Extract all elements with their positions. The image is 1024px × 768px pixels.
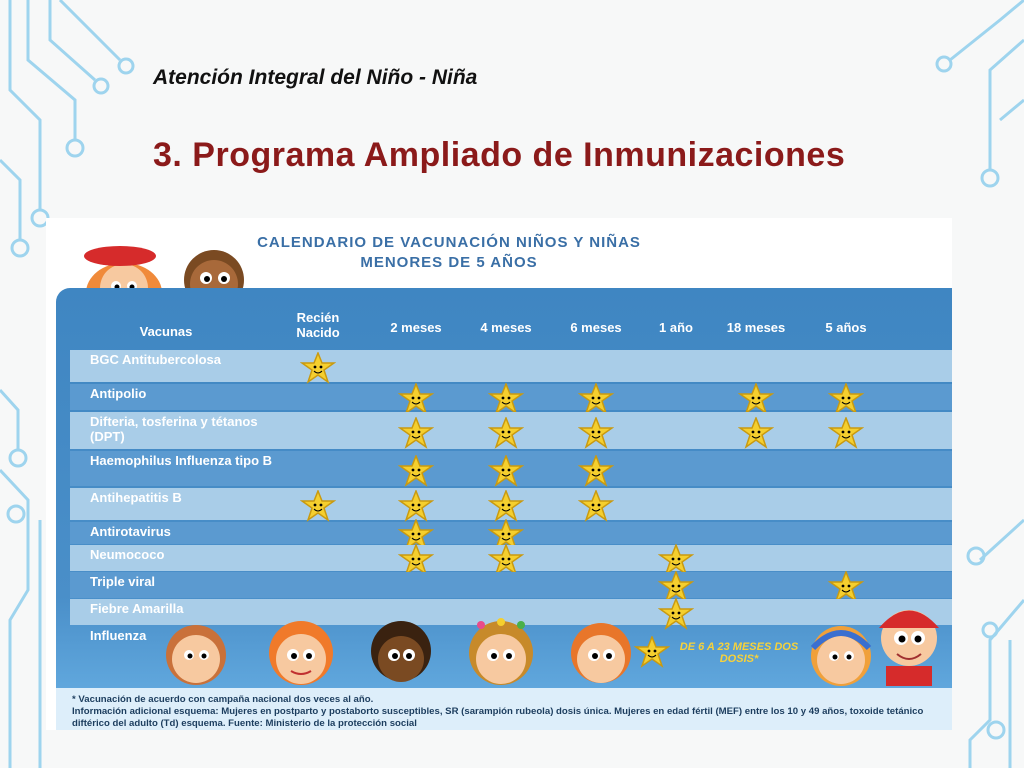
vaccine-name: Difteria, tosferina y tétanos (DPT) — [90, 414, 258, 444]
column-header: 4 meses — [480, 320, 532, 335]
vaccine-name: Triple viral — [90, 574, 156, 589]
vaccine-name: Antihepatitis B — [90, 490, 182, 505]
dose-star-icon — [398, 416, 434, 449]
calendar-title-line2: MENORES DE 5 AÑOS — [360, 254, 538, 271]
vaccination-calendar: CALENDARIO DE VACUNACIÓN NIÑOS Y NIÑAS M… — [46, 218, 952, 730]
vaccine-row: Antipolio — [70, 383, 952, 415]
vaccine-name: Haemophilus Influenza tipo B — [90, 453, 273, 468]
vaccine-row: Neumococo — [70, 544, 952, 576]
vaccine-name: Antirotavirus — [90, 524, 171, 539]
header-vacunas: Vacunas — [139, 324, 193, 339]
dose-star-icon — [658, 544, 694, 576]
dose-star-icon — [398, 544, 434, 576]
vaccine-name: Fiebre Amarilla — [90, 601, 184, 616]
footnotes: * Vacunación de acuerdo con campaña naci… — [72, 694, 942, 730]
vaccine-name: Neumococo — [90, 547, 165, 562]
calendar-title-line1: CALENDARIO DE VACUNACIÓN NIÑOS Y NIÑAS — [257, 234, 641, 251]
footnote-1: * Vacunación de acuerdo con campaña naci… — [72, 694, 374, 705]
kids-illustration-bottom-right — [810, 610, 939, 686]
dose-star-icon — [578, 383, 614, 415]
vaccine-row: Influenza — [70, 626, 952, 656]
vaccine-name: BGC Antitubercolosa — [90, 352, 221, 367]
dose-star-icon — [578, 490, 614, 522]
slide-title: 3. Programa Ampliado de Inmunizaciones — [153, 136, 846, 174]
vaccine-name: Antipolio — [90, 386, 147, 401]
dose-star-icon — [398, 519, 434, 551]
dose-star-icon — [488, 454, 524, 487]
footnote-2: Información adicional esquema: Mujeres e… — [72, 706, 924, 729]
dose-star-icon — [488, 490, 524, 522]
dose-star-icon — [300, 352, 336, 384]
vaccine-row: Haemophilus Influenza tipo B — [70, 451, 952, 487]
dose-star-icon — [828, 383, 864, 415]
column-header: 18 meses — [726, 320, 786, 335]
vaccine-row: Fiebre Amarilla — [70, 598, 952, 630]
dose-star-icon — [398, 383, 434, 415]
dose-star-icon — [398, 490, 434, 522]
column-header: 2 meses — [390, 320, 442, 335]
footnote-area — [56, 688, 952, 730]
dose-star-icon — [488, 383, 524, 415]
dose-star-icon — [398, 454, 434, 487]
dose-star-icon — [488, 544, 524, 576]
vaccine-row: Antirotavirus — [70, 519, 952, 551]
dose-star-icon — [488, 416, 524, 449]
dose-star-icon — [658, 598, 694, 630]
influenza-star-icon — [634, 636, 670, 668]
column-header: Recién Nacido — [296, 310, 340, 340]
column-header: 6 meses — [570, 320, 622, 335]
dose-star-icon — [738, 383, 774, 415]
influenza-note: DE 6 A 23 MESES DOS DOSIS* — [679, 641, 799, 665]
vaccine-row: Difteria, tosferina y tétanos (DPT) — [70, 412, 952, 449]
column-header: 1 año — [659, 320, 693, 335]
dose-star-icon — [578, 416, 614, 449]
vaccine-name: Influenza — [90, 628, 147, 643]
dose-star-icon — [738, 416, 774, 449]
column-header: 5 años — [825, 320, 867, 335]
dose-star-icon — [658, 571, 694, 603]
kids-illustration-bottom — [166, 618, 631, 685]
vaccine-row: Triple viral — [70, 571, 952, 603]
vaccine-row: Antihepatitis B — [70, 488, 952, 522]
dose-star-icon — [578, 454, 614, 487]
dose-star-icon — [488, 519, 524, 551]
dose-star-icon — [300, 490, 336, 522]
vaccine-row: BGC Antitubercolosa — [70, 350, 952, 384]
dose-star-icon — [828, 571, 864, 603]
slide-subtitle: Atención Integral del Niño - Niña — [153, 66, 478, 89]
dose-star-icon — [828, 416, 864, 449]
